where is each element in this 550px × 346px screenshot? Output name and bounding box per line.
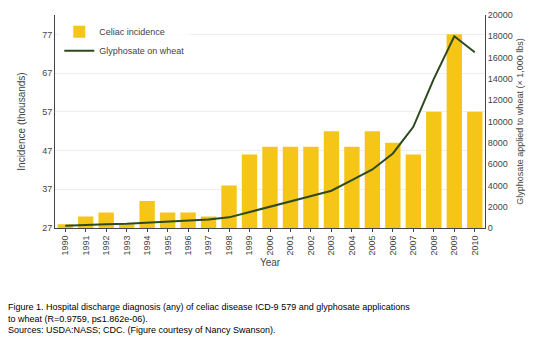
svg-text:Year: Year xyxy=(260,257,281,268)
svg-text:Figure 1. Hospital discharge d: Figure 1. Hospital discharge diagnosis (… xyxy=(8,302,410,335)
svg-text:2004: 2004 xyxy=(347,236,357,256)
svg-text:0: 0 xyxy=(488,223,493,233)
svg-text:2000: 2000 xyxy=(265,236,275,256)
svg-text:1999: 1999 xyxy=(244,236,254,256)
svg-text:10000: 10000 xyxy=(488,117,513,127)
svg-text:47: 47 xyxy=(42,146,52,156)
svg-text:14000: 14000 xyxy=(488,74,513,84)
svg-text:1991: 1991 xyxy=(81,236,91,256)
svg-text:1992: 1992 xyxy=(101,236,111,256)
svg-text:77: 77 xyxy=(42,30,52,40)
svg-text:20000: 20000 xyxy=(488,10,513,20)
svg-text:16000: 16000 xyxy=(488,53,513,63)
svg-text:Celiac incidence: Celiac incidence xyxy=(99,27,165,37)
svg-text:1993: 1993 xyxy=(122,236,132,256)
svg-text:8000: 8000 xyxy=(488,138,508,148)
svg-text:2009: 2009 xyxy=(449,236,459,256)
svg-text:2001: 2001 xyxy=(285,236,295,256)
svg-text:1998: 1998 xyxy=(224,236,234,256)
svg-text:2000: 2000 xyxy=(488,202,508,212)
svg-text:2006: 2006 xyxy=(388,236,398,256)
svg-text:2007: 2007 xyxy=(408,236,418,256)
svg-text:37: 37 xyxy=(42,184,52,194)
svg-text:2008: 2008 xyxy=(429,236,439,256)
svg-text:Glyphosate applied to wheat (×: Glyphosate applied to wheat (× 1,000 lbs… xyxy=(515,38,525,204)
svg-text:18000: 18000 xyxy=(488,31,513,41)
svg-text:Glyphosate on wheat: Glyphosate on wheat xyxy=(99,46,184,56)
svg-text:2010: 2010 xyxy=(470,236,480,256)
svg-text:Incidence (thousands): Incidence (thousands) xyxy=(16,72,27,170)
svg-text:1994: 1994 xyxy=(142,236,152,256)
svg-text:1997: 1997 xyxy=(203,236,213,256)
svg-text:1995: 1995 xyxy=(163,236,173,256)
svg-text:1996: 1996 xyxy=(183,236,193,256)
svg-text:6000: 6000 xyxy=(488,159,508,169)
svg-text:27: 27 xyxy=(42,223,52,233)
svg-text:1990: 1990 xyxy=(60,236,70,256)
svg-text:67: 67 xyxy=(42,68,52,78)
svg-text:2002: 2002 xyxy=(306,236,316,256)
svg-text:2003: 2003 xyxy=(326,236,336,256)
svg-text:4000: 4000 xyxy=(488,181,508,191)
svg-text:12000: 12000 xyxy=(488,95,513,105)
svg-text:57: 57 xyxy=(42,107,52,117)
svg-text:2005: 2005 xyxy=(367,236,377,256)
